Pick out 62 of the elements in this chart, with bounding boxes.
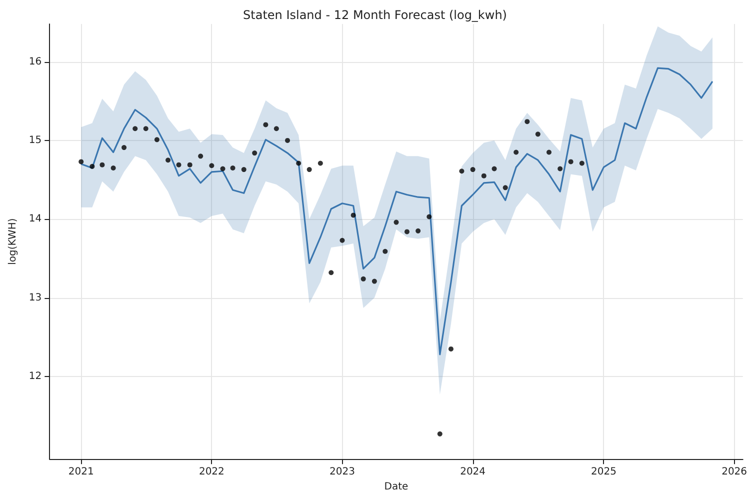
point	[110, 165, 116, 170]
line-series	[80, 67, 714, 356]
point	[285, 138, 290, 143]
y-tick-label: 12	[28, 370, 42, 382]
x-tick-label: 2022	[198, 466, 224, 478]
point	[340, 238, 345, 243]
point	[448, 346, 454, 352]
point	[122, 145, 127, 150]
point	[394, 220, 399, 225]
point	[100, 162, 105, 168]
point	[143, 126, 148, 132]
y-tick-label: 16	[28, 56, 42, 68]
point	[502, 185, 508, 190]
point	[558, 166, 563, 172]
y-axis-title: log(KWH)	[8, 218, 18, 265]
x-axis-title: Date	[384, 482, 408, 492]
y-tick-label: 15	[28, 134, 42, 146]
point	[90, 164, 95, 169]
point	[492, 166, 497, 172]
y-tick-label: 13	[28, 292, 42, 304]
point	[514, 150, 519, 155]
point	[437, 431, 442, 436]
point	[416, 228, 421, 234]
point	[187, 162, 192, 168]
point	[132, 126, 138, 132]
point	[360, 276, 366, 282]
point	[372, 278, 377, 284]
y-tick-label: 14	[28, 214, 42, 225]
point	[426, 214, 432, 220]
point	[328, 270, 334, 276]
point	[481, 173, 486, 178]
point	[198, 154, 204, 159]
point	[459, 168, 464, 174]
point	[241, 167, 246, 172]
point	[524, 119, 530, 124]
x-tick-label: 2021	[68, 466, 94, 478]
chart-title: Staten Island - 12 Month Forecast (log_kwh)	[243, 8, 507, 22]
point	[404, 229, 410, 234]
point	[252, 150, 258, 156]
point	[318, 160, 323, 166]
x-tick-label: 2024	[460, 466, 486, 478]
point	[274, 126, 279, 132]
point	[535, 132, 540, 137]
point	[78, 159, 84, 164]
point	[579, 160, 584, 166]
point	[230, 165, 236, 170]
point	[220, 166, 226, 172]
point	[296, 160, 302, 166]
point	[176, 162, 182, 168]
point	[470, 167, 476, 172]
point	[350, 212, 356, 218]
x-tick-label: 2025	[591, 466, 616, 478]
x-tick-label: 2026	[722, 466, 748, 478]
x-tick-label: 2023	[330, 466, 355, 478]
point	[382, 248, 388, 254]
point	[209, 163, 214, 168]
point	[154, 137, 160, 142]
point	[546, 150, 552, 155]
point	[568, 159, 574, 164]
point	[263, 122, 268, 128]
point	[166, 158, 171, 163]
point	[306, 167, 312, 172]
